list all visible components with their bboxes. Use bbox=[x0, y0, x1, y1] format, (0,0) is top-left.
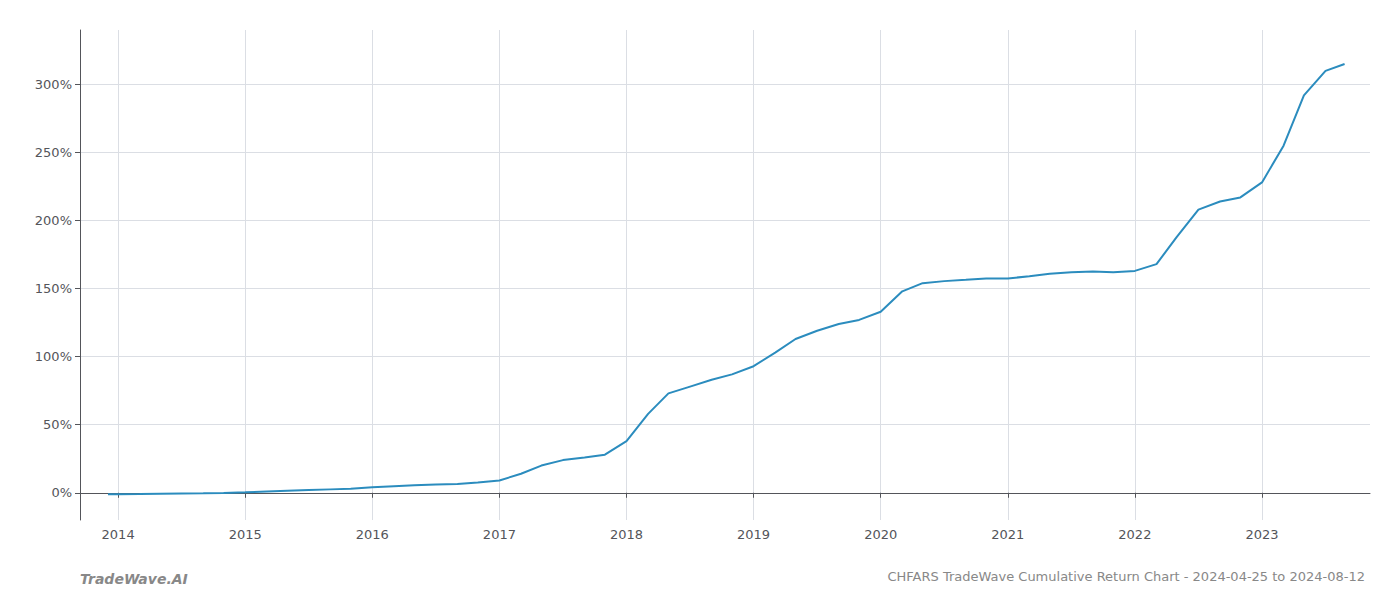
svg-text:CHFARS TradeWave Cumulative Re: CHFARS TradeWave Cumulative Return Chart… bbox=[887, 569, 1365, 584]
svg-text:100%: 100% bbox=[35, 349, 72, 364]
svg-text:2016: 2016 bbox=[356, 527, 389, 542]
svg-text:2019: 2019 bbox=[737, 527, 770, 542]
svg-text:2020: 2020 bbox=[864, 527, 897, 542]
svg-text:2021: 2021 bbox=[991, 527, 1024, 542]
svg-text:2017: 2017 bbox=[483, 527, 516, 542]
svg-text:2018: 2018 bbox=[610, 527, 643, 542]
svg-text:2014: 2014 bbox=[102, 527, 135, 542]
svg-text:2023: 2023 bbox=[1245, 527, 1278, 542]
svg-text:TradeWave.AI: TradeWave.AI bbox=[80, 571, 188, 587]
svg-text:150%: 150% bbox=[35, 281, 72, 296]
svg-text:2015: 2015 bbox=[229, 527, 262, 542]
svg-text:250%: 250% bbox=[35, 145, 72, 160]
svg-text:0%: 0% bbox=[51, 485, 72, 500]
svg-text:2022: 2022 bbox=[1118, 527, 1151, 542]
svg-text:200%: 200% bbox=[35, 213, 72, 228]
svg-text:300%: 300% bbox=[35, 77, 72, 92]
svg-text:50%: 50% bbox=[43, 417, 72, 432]
